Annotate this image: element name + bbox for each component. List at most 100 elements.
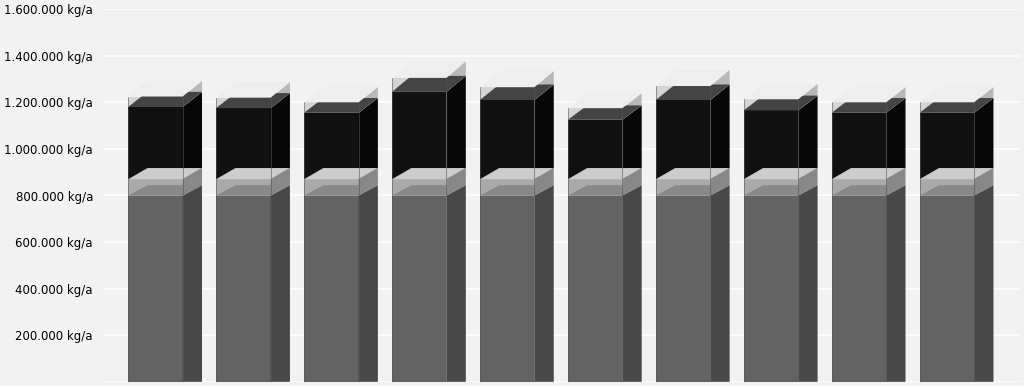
Polygon shape: [128, 168, 202, 179]
Polygon shape: [216, 93, 290, 108]
Bar: [831, 102, 886, 113]
Bar: [304, 102, 358, 113]
Polygon shape: [799, 96, 817, 179]
Bar: [128, 107, 182, 179]
Polygon shape: [886, 98, 905, 179]
Polygon shape: [358, 185, 378, 382]
Polygon shape: [711, 85, 730, 179]
Polygon shape: [446, 61, 466, 92]
Bar: [743, 99, 799, 110]
Polygon shape: [623, 105, 642, 179]
Bar: [831, 179, 886, 195]
Bar: [743, 179, 799, 195]
Polygon shape: [623, 168, 642, 195]
Polygon shape: [304, 185, 378, 195]
Polygon shape: [182, 185, 202, 382]
Polygon shape: [480, 185, 554, 195]
Bar: [655, 86, 711, 100]
Polygon shape: [535, 85, 554, 179]
Polygon shape: [216, 168, 290, 179]
Polygon shape: [886, 185, 905, 382]
Polygon shape: [831, 87, 905, 102]
Polygon shape: [216, 82, 290, 98]
Polygon shape: [128, 92, 202, 107]
Bar: [392, 179, 446, 195]
Bar: [568, 179, 623, 195]
Polygon shape: [535, 71, 554, 100]
Bar: [568, 195, 623, 382]
Bar: [480, 179, 535, 195]
Bar: [568, 120, 623, 179]
Bar: [128, 96, 182, 107]
Polygon shape: [799, 185, 817, 382]
Polygon shape: [182, 168, 202, 195]
Polygon shape: [304, 98, 378, 113]
Polygon shape: [392, 76, 466, 92]
Polygon shape: [920, 87, 993, 102]
Bar: [216, 195, 270, 382]
Polygon shape: [831, 185, 905, 195]
Bar: [655, 179, 711, 195]
Bar: [920, 102, 974, 113]
Bar: [920, 179, 974, 195]
Bar: [128, 179, 182, 195]
Polygon shape: [799, 168, 817, 195]
Bar: [831, 113, 886, 179]
Polygon shape: [886, 87, 905, 113]
Polygon shape: [886, 168, 905, 195]
Bar: [216, 98, 270, 108]
Polygon shape: [304, 168, 378, 179]
Polygon shape: [655, 70, 730, 86]
Polygon shape: [920, 185, 993, 195]
Polygon shape: [216, 185, 290, 195]
Polygon shape: [743, 96, 817, 110]
Bar: [392, 195, 446, 382]
Bar: [743, 195, 799, 382]
Bar: [480, 87, 535, 100]
Polygon shape: [392, 61, 466, 78]
Bar: [831, 195, 886, 382]
Polygon shape: [392, 168, 466, 179]
Polygon shape: [568, 185, 642, 195]
Bar: [480, 100, 535, 179]
Polygon shape: [535, 185, 554, 382]
Bar: [480, 195, 535, 382]
Bar: [920, 195, 974, 382]
Polygon shape: [974, 98, 993, 179]
Polygon shape: [831, 168, 905, 179]
Polygon shape: [743, 168, 817, 179]
Polygon shape: [831, 98, 905, 113]
Bar: [568, 108, 623, 120]
Polygon shape: [920, 168, 993, 179]
Polygon shape: [799, 84, 817, 110]
Polygon shape: [623, 93, 642, 120]
Bar: [128, 195, 182, 382]
Polygon shape: [568, 168, 642, 179]
Polygon shape: [270, 168, 290, 195]
Polygon shape: [568, 93, 642, 108]
Polygon shape: [270, 185, 290, 382]
Polygon shape: [711, 185, 730, 382]
Polygon shape: [270, 82, 290, 108]
Polygon shape: [974, 87, 993, 113]
Polygon shape: [535, 168, 554, 195]
Polygon shape: [182, 92, 202, 179]
Polygon shape: [358, 98, 378, 179]
Polygon shape: [446, 168, 466, 195]
Polygon shape: [711, 70, 730, 100]
Polygon shape: [128, 81, 202, 96]
Bar: [920, 113, 974, 179]
Polygon shape: [480, 71, 554, 87]
Polygon shape: [920, 98, 993, 113]
Bar: [216, 179, 270, 195]
Polygon shape: [655, 85, 730, 100]
Polygon shape: [623, 185, 642, 382]
Bar: [655, 195, 711, 382]
Polygon shape: [446, 76, 466, 179]
Polygon shape: [743, 84, 817, 99]
Polygon shape: [270, 93, 290, 179]
Polygon shape: [655, 168, 730, 179]
Bar: [743, 110, 799, 179]
Polygon shape: [974, 185, 993, 382]
Polygon shape: [358, 168, 378, 195]
